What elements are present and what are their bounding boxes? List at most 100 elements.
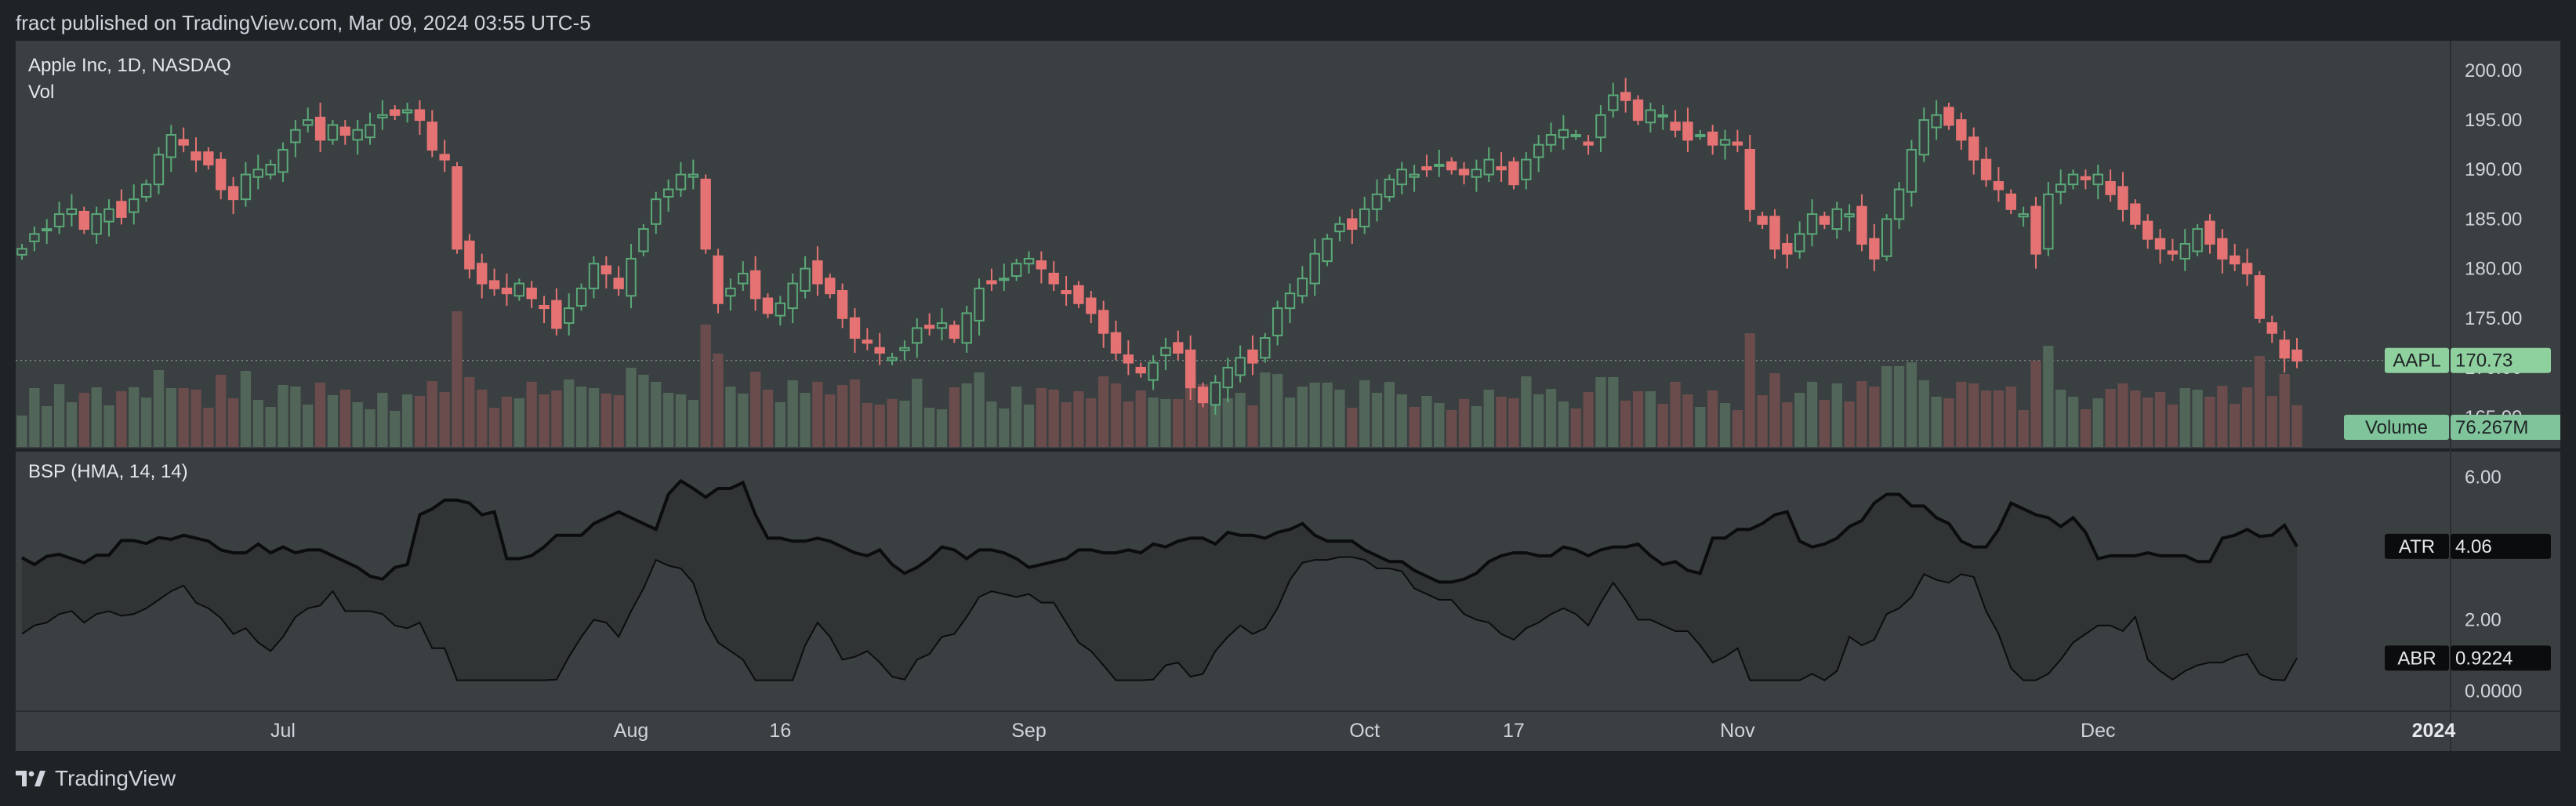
- candle-body: [1384, 178, 1395, 198]
- chart-frame[interactable]: 200.00195.00190.00185.00180.00175.00170.…: [16, 41, 2560, 751]
- candle-body: [787, 282, 798, 310]
- candle-body: [999, 278, 1010, 281]
- candle-body: [2080, 176, 2092, 180]
- volume-bar: [1409, 407, 1420, 447]
- candle-body: [488, 280, 500, 289]
- indicator-legend[interactable]: BSP (HMA, 14, 14): [28, 461, 188, 482]
- candle-body: [1086, 297, 1097, 314]
- candle-body: [1284, 292, 1296, 310]
- volume-tag-value: 76.267M: [2455, 417, 2528, 438]
- candle-body: [1943, 107, 1954, 126]
- candle-body: [923, 325, 935, 329]
- volume-bar: [1881, 366, 1892, 447]
- volume-bar: [626, 368, 637, 447]
- time-tick-label: 16: [769, 720, 791, 742]
- volume-bar: [1931, 397, 1942, 447]
- candle-body: [2266, 322, 2277, 334]
- candle-body: [227, 186, 239, 201]
- volume-bar: [2266, 396, 2277, 447]
- volume-bar: [1744, 333, 1755, 447]
- volume-bar: [240, 371, 252, 447]
- symbol-legend[interactable]: Apple Inc, 1D, NASDAQ: [28, 55, 231, 76]
- volume-bar: [1943, 398, 1954, 447]
- volume-bar: [140, 398, 152, 447]
- volume-bar: [1086, 398, 1097, 447]
- indicator-tick-label: 2.00: [2465, 609, 2502, 630]
- volume-bar: [390, 411, 401, 447]
- volume-bar: [339, 390, 350, 447]
- abr-tag-value: 0.9224: [2455, 648, 2513, 669]
- volume-bar: [1396, 394, 1407, 447]
- candle-body: [53, 213, 65, 227]
- candle-body: [153, 154, 165, 186]
- candle-body: [2254, 275, 2266, 319]
- candle-body: [1744, 148, 1755, 210]
- volume-bar: [2241, 387, 2253, 447]
- volume-bar: [2254, 356, 2266, 447]
- volume-bar: [165, 388, 176, 447]
- candle-body: [613, 278, 624, 289]
- candle-body: [1968, 136, 1979, 161]
- volume-bar: [1657, 404, 1668, 447]
- volume-bar: [564, 379, 575, 447]
- candle-body: [986, 280, 997, 285]
- volume-bar: [588, 388, 600, 447]
- candle-body: [1471, 169, 1482, 178]
- candle-body: [1458, 169, 1470, 176]
- volume-bar: [1968, 383, 1979, 447]
- time-tick-label: 2024: [2412, 720, 2456, 742]
- candle-body: [1210, 381, 1221, 406]
- volume-bar: [638, 375, 649, 447]
- volume-bar: [2117, 383, 2128, 447]
- time-tick-label: Nov: [1720, 720, 1755, 742]
- candle-body: [29, 233, 40, 242]
- candle-body: [1831, 208, 1842, 231]
- footer-brand[interactable]: TradingView: [16, 766, 176, 791]
- candle-body: [1135, 366, 1146, 374]
- volume-bar: [1533, 394, 1544, 447]
- volume-bar: [53, 384, 65, 447]
- candle-body: [1856, 205, 1867, 245]
- candle-body: [377, 114, 388, 118]
- volume-bar: [314, 383, 326, 447]
- aapl-price-tag-value-bg: [2451, 347, 2551, 373]
- candle-body: [2167, 250, 2179, 255]
- volume-bar: [1893, 366, 1905, 447]
- volume-bar: [2154, 392, 2166, 447]
- volume-bar: [1595, 377, 1606, 447]
- atr-tag-value: 4.06: [2455, 536, 2492, 557]
- candle-body: [588, 263, 600, 289]
- candle-body: [662, 188, 674, 198]
- time-tick-label: Sep: [1011, 720, 1046, 742]
- volume-bar: [1570, 408, 1581, 447]
- indicator-tick-label: 6.00: [2465, 467, 2502, 488]
- candle-body: [165, 134, 177, 158]
- abr-tag-label: ABR: [2397, 648, 2436, 669]
- volume-bar: [749, 372, 761, 447]
- candle-body: [1309, 252, 1320, 285]
- volume-legend[interactable]: Vol: [28, 82, 55, 103]
- chart-canvas[interactable]: 200.00195.00190.00185.00180.00175.00170.…: [16, 41, 2560, 751]
- candle-body: [1806, 213, 1818, 235]
- volume-bar: [178, 388, 189, 447]
- candle-body: [352, 129, 363, 141]
- candle-body: [1545, 134, 1557, 146]
- volume-bar: [1123, 401, 1134, 447]
- candle-body: [2043, 193, 2054, 250]
- volume-bar: [190, 390, 201, 447]
- candle-body: [1794, 233, 1805, 252]
- volume-bar: [825, 394, 836, 447]
- candle-body: [365, 124, 376, 139]
- volume-bar: [1906, 362, 1917, 447]
- candle-body: [1707, 131, 1718, 146]
- candle-body: [1048, 272, 1059, 285]
- candle-body: [1235, 357, 1246, 376]
- candle-body: [129, 198, 140, 213]
- candle-body: [2192, 228, 2203, 252]
- volume-bar: [1496, 397, 1507, 447]
- candle-body: [42, 228, 53, 232]
- volume-bar: [2179, 388, 2190, 447]
- candle-body: [464, 240, 475, 270]
- volume-bar: [2230, 404, 2240, 447]
- candle-body: [401, 109, 413, 114]
